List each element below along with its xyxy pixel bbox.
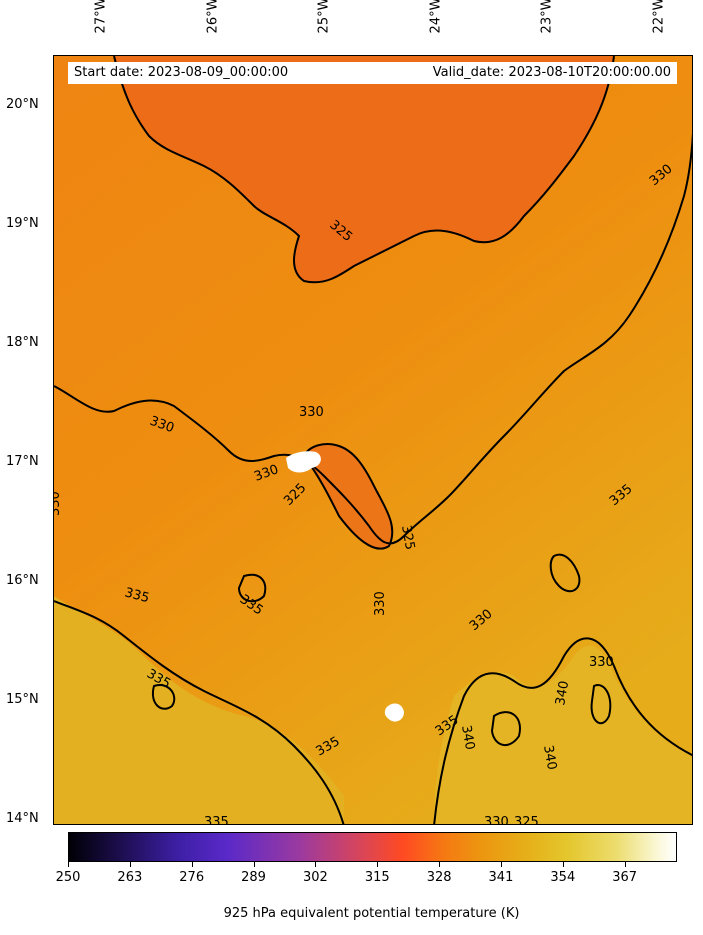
colorbar-tick-label: 263 — [117, 870, 143, 885]
colorbar — [68, 832, 677, 862]
colorbar-tick-mark — [191, 862, 193, 867]
contour-label: 325 — [398, 524, 417, 551]
colorbar-tick-mark — [500, 862, 502, 867]
contour-label: 335 — [204, 815, 229, 825]
colorbar-tick-label: 354 — [550, 870, 576, 885]
contour-label: 325 — [514, 815, 539, 825]
lat-label-14n: 14°N — [6, 811, 39, 826]
cool-region-north — [114, 56, 614, 283]
contour-label: 335 — [123, 585, 151, 606]
theta-e-field: 325 330 330 330 325 325 330 335 335 335 … — [54, 56, 692, 825]
contour-label: 340 — [540, 744, 559, 771]
warm-region-southeast — [434, 645, 692, 824]
contour-label: 330 — [589, 655, 614, 670]
lat-label-16n: 16°N — [6, 573, 39, 588]
lat-label-15n: 15°N — [6, 692, 39, 707]
colorbar-tick-mark — [562, 862, 564, 867]
colorbar-tick-mark — [377, 862, 379, 867]
warm-region-southwest — [54, 596, 344, 824]
lon-label-23w: 23°W — [539, 0, 555, 34]
colorbar-tick-label: 367 — [612, 870, 638, 885]
lon-label-27w: 27°W — [93, 0, 109, 34]
contour-label: 340 — [458, 724, 477, 751]
colorbar-tick-label: 328 — [426, 870, 452, 885]
colorbar-tick-label: 250 — [55, 870, 81, 885]
contour-label: 330 — [54, 491, 63, 516]
colorbar-tick-mark — [315, 862, 317, 867]
contour-label: 330 — [299, 405, 324, 420]
lat-label-19n: 19°N — [6, 216, 39, 231]
lat-label-17n: 17°N — [6, 454, 39, 469]
lon-label-25w: 25°W — [316, 0, 332, 34]
colorbar-tick-mark — [68, 862, 69, 867]
colorbar-tick-mark — [253, 862, 255, 867]
lon-label-22w: 22°W — [651, 0, 667, 34]
map-panel: 325 330 330 330 325 325 330 335 335 335 … — [53, 55, 693, 825]
missing-data-north — [286, 451, 321, 473]
colorbar-tick-label: 341 — [488, 870, 514, 885]
contour-label: 330 — [373, 591, 388, 616]
colorbar-tick-mark — [624, 862, 626, 867]
valid-date-text: Valid_date: 2023-08-10T20:00:00.00 — [432, 65, 671, 80]
contour-label: 340 — [553, 680, 572, 707]
colorbar-tick-label: 276 — [179, 870, 205, 885]
missing-data-south — [384, 703, 404, 722]
colorbar-tick-mark — [129, 862, 131, 867]
colorbar-tick-label: 315 — [364, 870, 390, 885]
colorbar-tick-mark — [439, 862, 441, 867]
colorbar-tick-label: 302 — [302, 870, 328, 885]
contour-label: 330 — [484, 815, 509, 825]
lon-label-24w: 24°W — [428, 0, 444, 34]
contour-lines — [54, 56, 692, 824]
cool-region-central — [304, 444, 393, 549]
start-date-text: Start date: 2023-08-09_00:00:00 — [74, 65, 289, 80]
colorbar-label: 925 hPa equivalent potential temperature… — [223, 906, 520, 921]
colorbar-tick-label: 289 — [241, 870, 266, 885]
date-info-box: Start date: 2023-08-09_00:00:00 Valid_da… — [68, 62, 677, 84]
lat-label-18n: 18°N — [6, 335, 39, 350]
lat-label-20n: 20°N — [6, 97, 39, 112]
lon-label-26w: 26°W — [205, 0, 221, 34]
